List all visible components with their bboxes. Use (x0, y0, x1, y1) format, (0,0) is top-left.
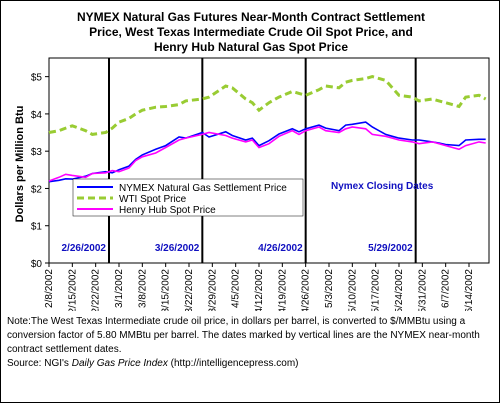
x-tick-label: 3/8/2002 (137, 269, 148, 308)
x-tick-label: 5/24/2002 (394, 269, 405, 311)
x-tick-label: 5/10/2002 (347, 269, 358, 311)
chart-notes: Note:The West Texas Intermediate crude o… (7, 315, 497, 371)
settlement-date-label: 4/26/2002 (258, 243, 303, 254)
y-axis-label: Dollars per Million Btu (14, 106, 26, 223)
y-tick-label: $0 (31, 259, 43, 270)
y-tick-label: $2 (31, 184, 43, 195)
x-tick-label: 2/8/2002 (44, 269, 55, 308)
x-tick-label: 2/22/2002 (91, 269, 102, 311)
series-line-3 (48, 126, 486, 182)
chart: NYMEX Natural Gas Futures Near-Month Con… (14, 10, 490, 311)
x-tick-label: 3/15/2002 (161, 269, 172, 311)
settlement-date-label: 5/29/2002 (368, 243, 413, 254)
settlement-date-label: 2/26/2002 (62, 243, 107, 254)
legend-label-1: NYMEX Natural Gas Settlement Price (119, 183, 287, 194)
x-tick-label: 4/5/2002 (231, 269, 242, 308)
chart-title-line-3: Henry Hub Natural Gas Spot Price (154, 40, 348, 54)
x-tick-label: 3/22/2002 (184, 269, 195, 311)
x-tick-label: 6/7/2002 (441, 269, 452, 308)
x-tick-label: 5/3/2002 (324, 269, 335, 308)
x-tick-label: 5/17/2002 (371, 269, 382, 311)
source-prefix: Source: NGI's (7, 358, 72, 369)
x-tick-label: 5/31/2002 (417, 269, 428, 311)
y-tick-label: $3 (31, 147, 43, 158)
x-tick-label: 3/29/2002 (207, 269, 218, 311)
source-suffix: (http://intelligencepress.com) (167, 358, 299, 369)
plot-border (48, 57, 490, 264)
x-tick-label: 4/26/2002 (301, 269, 312, 311)
source-title: Daily Gas Price Index (71, 358, 168, 369)
chart-title-line-2: Price, West Texas Intermediate Crude Oil… (89, 25, 413, 39)
series-line-2 (48, 75, 487, 136)
x-tick-label: 2/15/2002 (67, 269, 78, 311)
legend-label-2: WTI Spot Price (119, 194, 187, 205)
nymex-closing-dates-note: Nymex Closing Dates (331, 181, 434, 192)
legend-label-3: Henry Hub Spot Price (119, 205, 216, 216)
x-tick-label: 6/14/2002 (464, 269, 475, 311)
y-tick-label: $5 (31, 73, 43, 84)
x-tick-label: 4/19/2002 (277, 269, 288, 311)
settlement-date-label: 3/26/2002 (155, 243, 200, 254)
source-line: Source: NGI's Daily Gas Price Index (htt… (7, 357, 497, 371)
chart-title: NYMEX Natural Gas Futures Near-Month Con… (77, 10, 425, 54)
x-tick-label: 3/1/2002 (114, 269, 125, 308)
x-tick-label: 4/12/2002 (254, 269, 265, 311)
y-tick-label: $1 (31, 222, 43, 233)
plot-area: $0 $1 $2 $3 $4 $5 2/8/2002 2/15/2002 2/22/2002 3/… (31, 57, 490, 311)
y-tick-label: $4 (31, 110, 43, 121)
conversion-note: Note:The West Texas Intermediate crude o… (7, 316, 480, 355)
chart-title-line-1: NYMEX Natural Gas Futures Near-Month Con… (77, 10, 425, 24)
